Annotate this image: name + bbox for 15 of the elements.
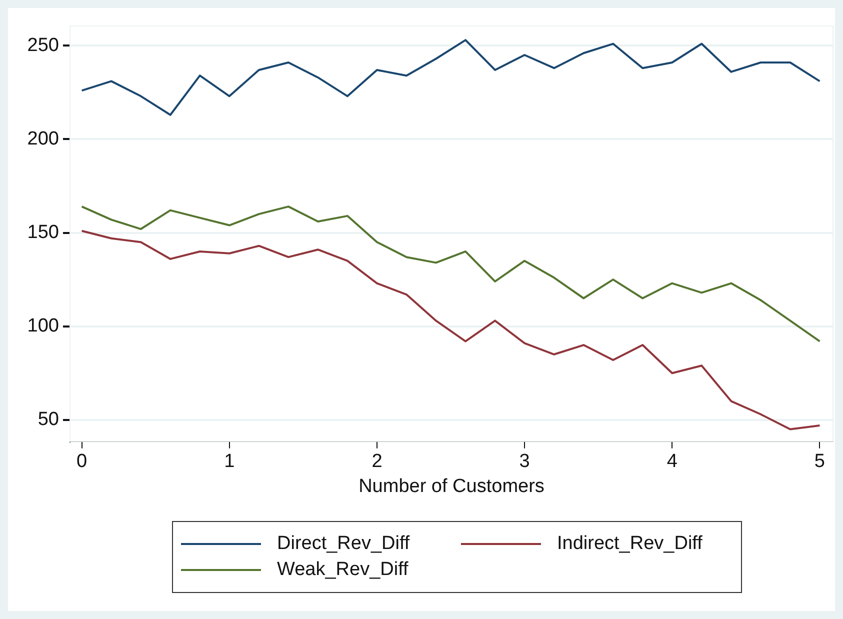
x-tick-label: 5 xyxy=(814,451,826,472)
y-tick-label: 200 xyxy=(27,128,59,150)
y-tick-label: 50 xyxy=(38,409,59,430)
x-tick-label: 1 xyxy=(224,451,235,472)
y-tick-label: 100 xyxy=(27,316,59,337)
legend-label: Weak_Rev_Diff xyxy=(277,559,408,581)
x-tick-label: 3 xyxy=(519,451,530,472)
x-tick-label: 4 xyxy=(666,451,678,472)
legend-label: Direct_Rev_Diff xyxy=(277,533,410,555)
x-tick-label: 2 xyxy=(372,451,382,472)
legend-label: Indirect_Rev_Diff xyxy=(557,533,702,555)
y-tick-label: 150 xyxy=(27,222,59,243)
x-tick-label: 0 xyxy=(76,451,88,472)
x-axis-title: Number of Customers xyxy=(358,476,544,497)
y-tick-label: 250 xyxy=(27,34,59,56)
